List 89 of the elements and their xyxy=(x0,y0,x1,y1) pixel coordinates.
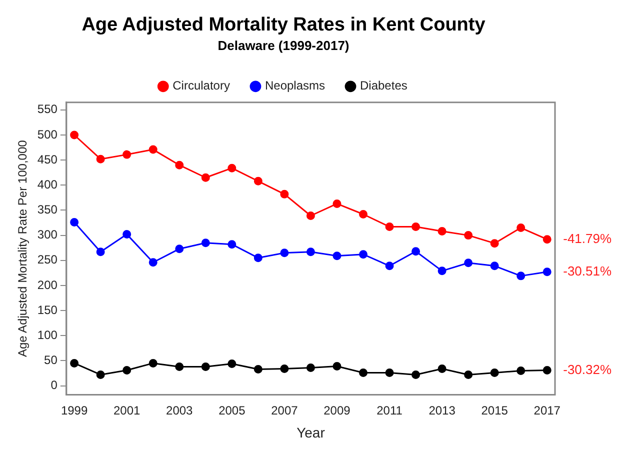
point xyxy=(254,176,262,186)
y-tick-label: 500 xyxy=(37,127,58,142)
point xyxy=(306,212,315,220)
y-tick-label: 0 xyxy=(50,378,58,392)
x-tick-label: 2003 xyxy=(166,403,194,418)
point xyxy=(254,254,262,262)
point xyxy=(412,370,420,379)
point xyxy=(201,238,210,248)
point xyxy=(332,199,342,208)
point xyxy=(438,364,446,373)
point xyxy=(516,272,526,280)
y-tick-label: 450 xyxy=(37,152,58,166)
text: -30.51% xyxy=(563,264,612,278)
point xyxy=(254,364,262,374)
text: -30.32% xyxy=(563,362,612,377)
point xyxy=(96,154,105,164)
point xyxy=(96,248,105,256)
y-tick-label: 50 xyxy=(44,353,58,368)
point xyxy=(490,239,499,248)
point xyxy=(280,364,289,373)
point xyxy=(228,164,236,172)
point xyxy=(122,150,132,159)
point xyxy=(70,358,79,368)
point xyxy=(542,366,552,374)
y-tick-label: 150 xyxy=(37,302,58,317)
legend-label: Neoplasms xyxy=(264,78,326,93)
point xyxy=(201,362,210,371)
x-tick-label: 2015 xyxy=(481,403,508,418)
point xyxy=(175,362,184,371)
y-tick-label: 550 xyxy=(37,102,58,116)
point xyxy=(542,268,552,276)
point xyxy=(201,173,210,182)
x-tick-label: 2017 xyxy=(534,403,561,418)
point xyxy=(148,258,158,267)
point xyxy=(490,262,499,270)
chart-subtitle: Delaware (1999-2017) xyxy=(218,38,350,54)
x-tick-label: 2001 xyxy=(113,403,141,418)
point xyxy=(490,368,499,377)
point xyxy=(358,368,368,377)
point xyxy=(148,358,158,368)
point xyxy=(358,210,368,218)
point xyxy=(228,359,236,368)
point xyxy=(122,230,132,239)
point xyxy=(438,266,446,276)
y-tick-label: 400 xyxy=(37,177,58,192)
x-axis-title: Year xyxy=(296,424,326,440)
legend-label: Diabetes xyxy=(360,78,408,93)
point xyxy=(464,258,473,268)
x-tick-label: 1999 xyxy=(60,403,88,418)
point xyxy=(412,247,420,256)
y-tick-label: 300 xyxy=(37,228,58,242)
point xyxy=(148,145,158,154)
point xyxy=(96,370,105,379)
legend-label: Circulatory xyxy=(172,78,230,93)
point xyxy=(332,252,342,260)
y-tick-label: 100 xyxy=(37,328,58,342)
point xyxy=(516,224,526,232)
x-tick-label: 2011 xyxy=(376,403,403,418)
point xyxy=(175,244,184,254)
point xyxy=(122,366,132,374)
point xyxy=(70,130,79,140)
point xyxy=(385,368,394,377)
point xyxy=(332,362,342,370)
point xyxy=(228,240,236,249)
point xyxy=(464,370,473,379)
y-tick-label: 250 xyxy=(37,252,58,267)
point xyxy=(358,250,368,259)
y-tick-label: 350 xyxy=(37,202,58,217)
y-tick-label: 200 xyxy=(37,278,58,292)
point xyxy=(280,190,289,198)
point xyxy=(385,222,394,232)
point xyxy=(175,160,184,170)
point xyxy=(412,222,420,232)
y-axis-title: Age Adjusted Mortality Rate Per 100,000 xyxy=(16,140,30,357)
point xyxy=(280,248,289,258)
point xyxy=(306,363,315,372)
point xyxy=(542,235,552,244)
point xyxy=(464,231,473,240)
x-tick-label: 2007 xyxy=(271,403,298,418)
point xyxy=(438,227,446,236)
chart-title: Age Adjusted Mortality Rates in Kent County xyxy=(82,14,486,36)
x-tick-label: 2013 xyxy=(428,403,456,418)
x-tick-label: 2005 xyxy=(218,403,246,418)
x-tick-label: 2009 xyxy=(324,403,351,418)
point xyxy=(516,366,526,375)
point xyxy=(385,262,394,270)
point xyxy=(306,248,315,256)
point xyxy=(70,218,79,227)
text: -41.79% xyxy=(563,230,612,246)
